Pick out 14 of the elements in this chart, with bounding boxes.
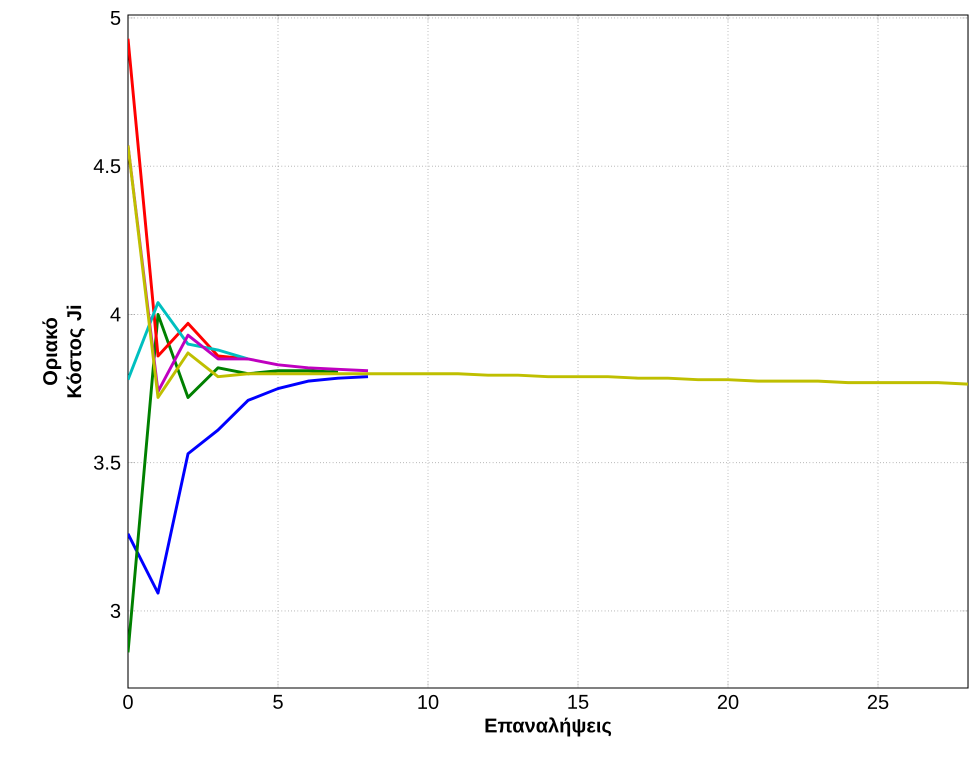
x-axis-title: Επαναλήψεις xyxy=(486,717,612,737)
y-tick-label: 4.5 xyxy=(94,159,120,174)
y-axis-title: Οριακό Κόστος Ji xyxy=(42,306,85,398)
x-tick-label: 25 xyxy=(868,694,888,710)
x-tick-label: 10 xyxy=(418,694,438,710)
x-tick-label: 5 xyxy=(273,694,283,709)
x-tick-label: 0 xyxy=(123,694,133,710)
y-tick-label: 3.5 xyxy=(94,456,120,470)
x-tick-label: 20 xyxy=(718,694,738,710)
line-series xyxy=(128,375,370,595)
y-tick-label: 4 xyxy=(110,308,120,322)
y-tick-label: 5 xyxy=(110,10,120,25)
x-tick-label: 15 xyxy=(568,694,588,709)
y-tick-label: 3 xyxy=(110,604,120,618)
